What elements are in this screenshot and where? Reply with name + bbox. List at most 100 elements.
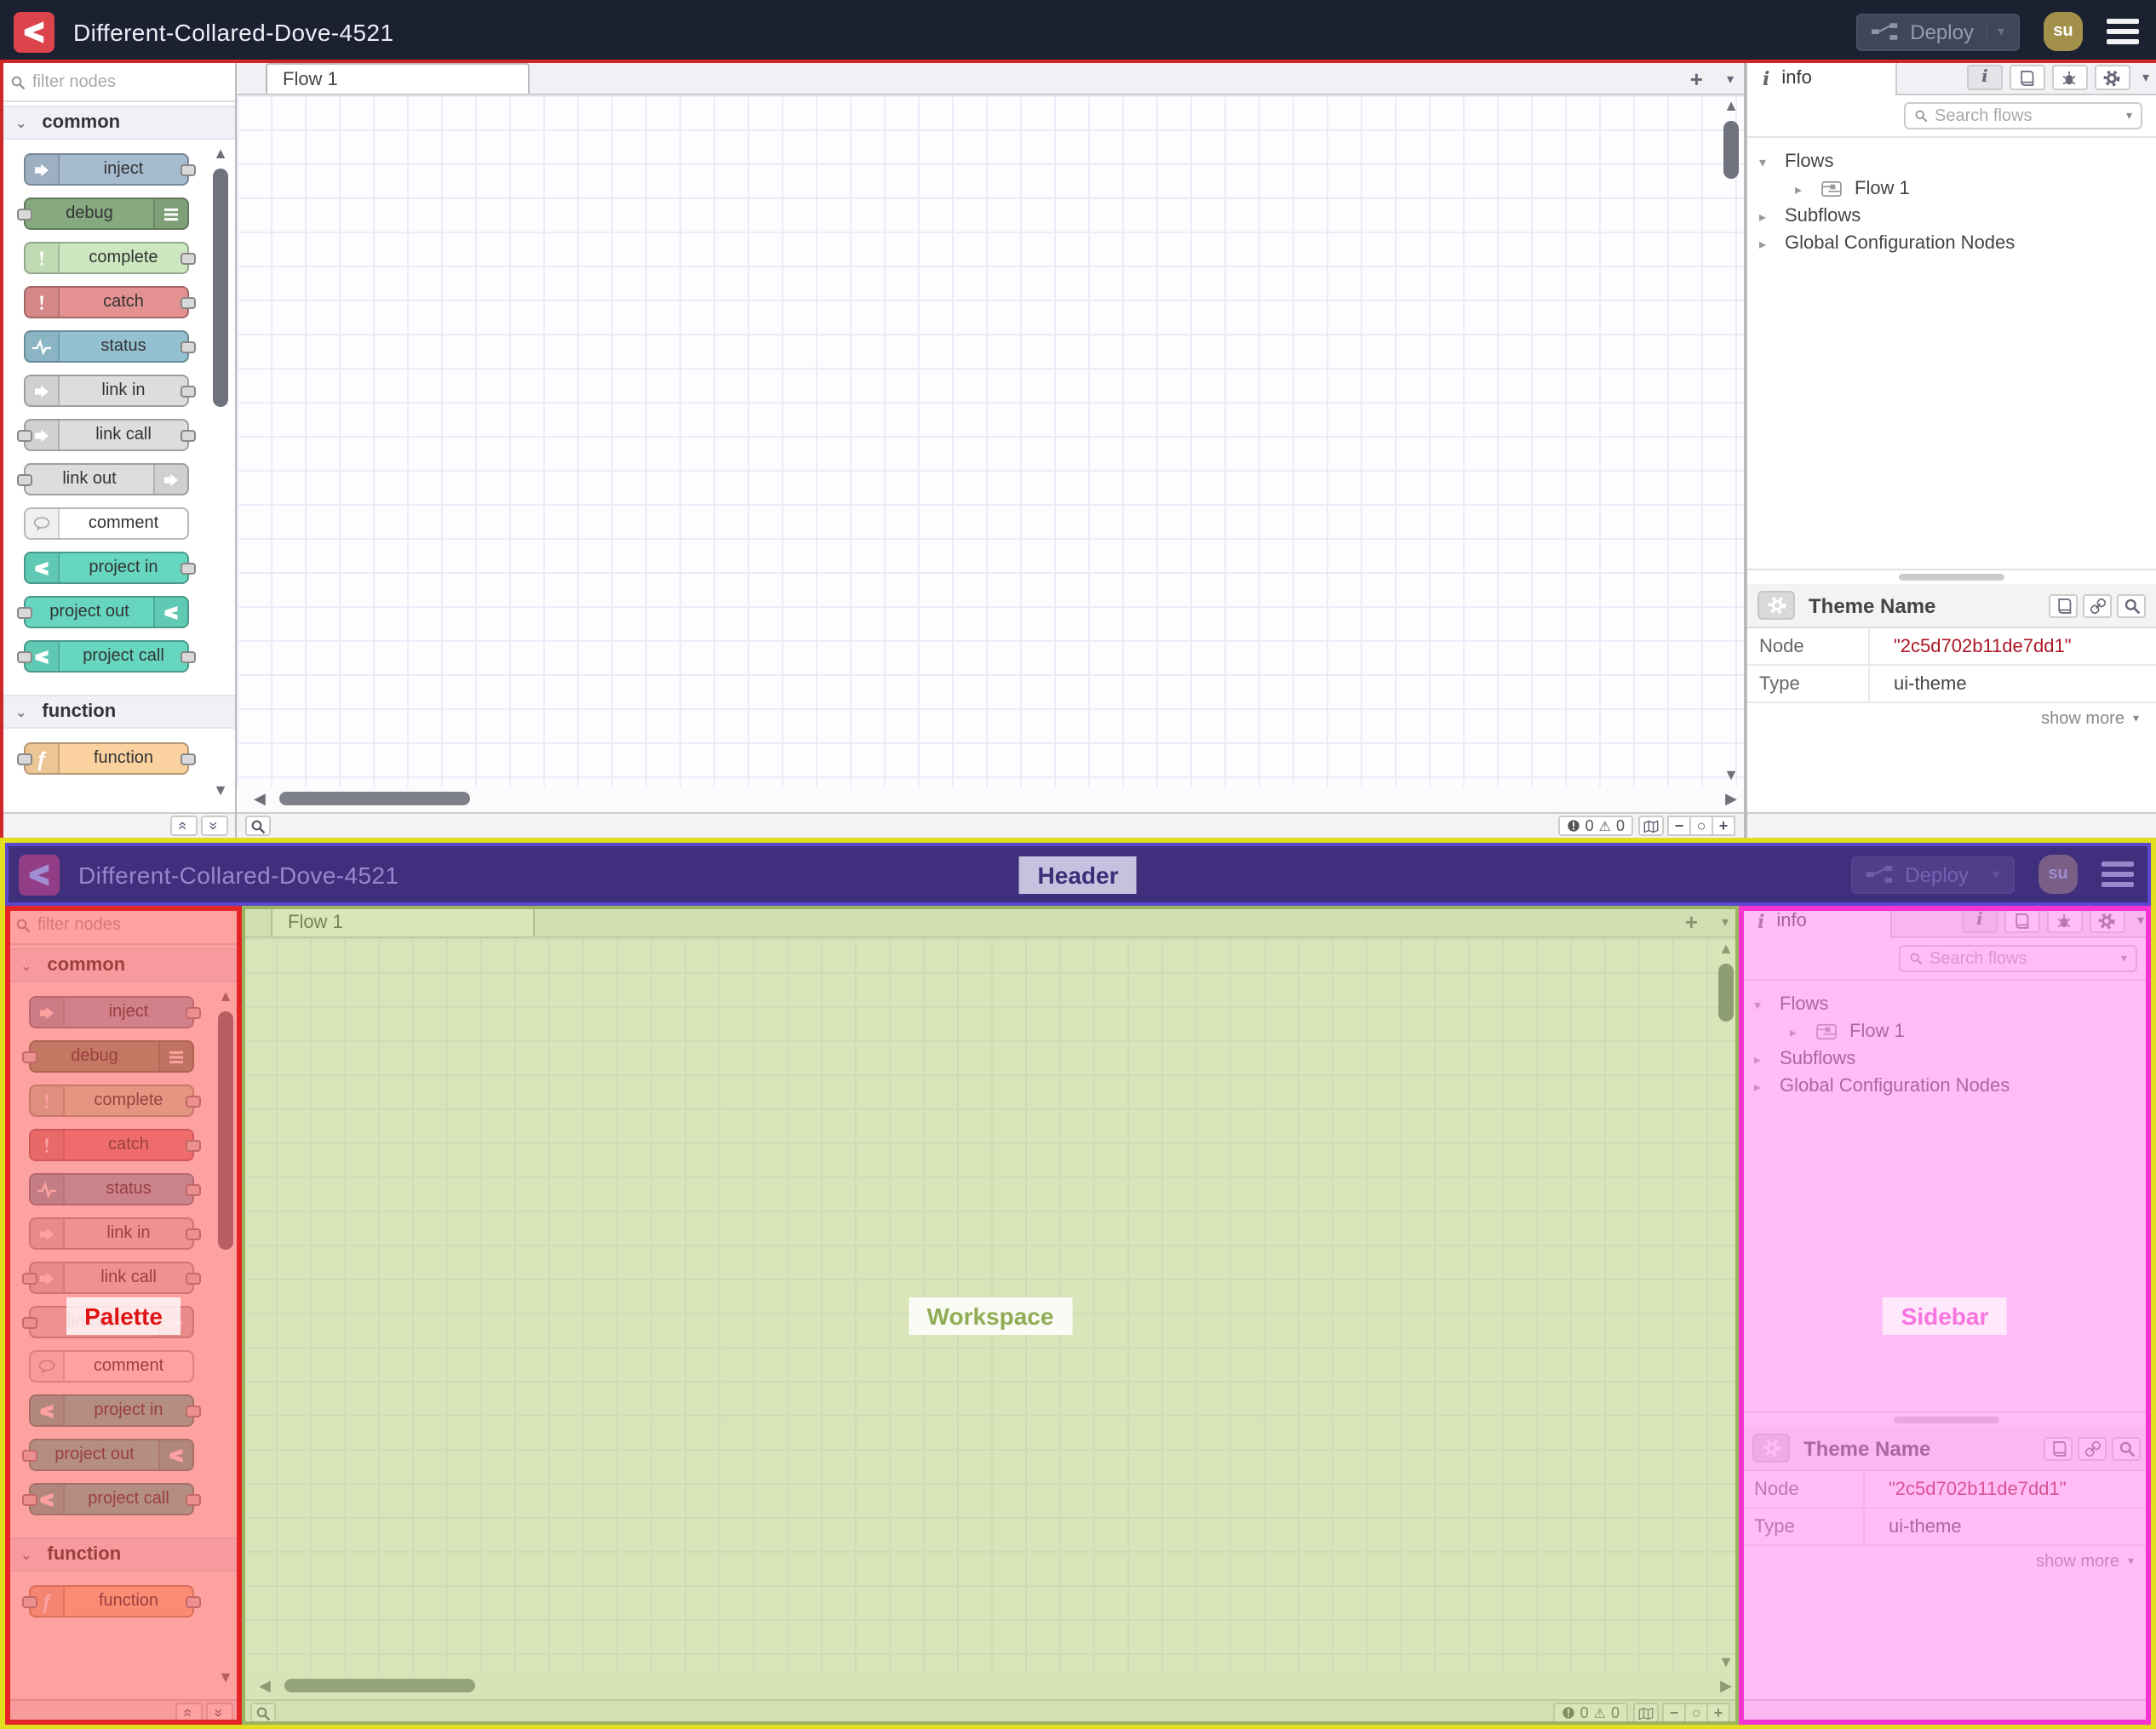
expand-all-button[interactable]: »: [201, 816, 228, 836]
chevron-right-icon[interactable]: ▸: [1759, 236, 1767, 251]
tree-item-flow-1[interactable]: ▸ Flow 1: [1747, 175, 2156, 203]
canvas-horizontal-scrollbar[interactable]: ◀ ▶: [242, 1674, 1739, 1699]
node-port-right[interactable]: [181, 753, 196, 764]
tree-item-subflows[interactable]: ▸ Subflows: [1747, 203, 2156, 230]
scroll-right-icon[interactable]: ▶: [1725, 790, 1737, 807]
node-port-right[interactable]: [181, 296, 196, 308]
zoom-out-button[interactable]: −: [1667, 816, 1691, 836]
deploy-options-chevron-icon[interactable]: ▾: [1985, 24, 2004, 39]
node-port-right[interactable]: [181, 650, 196, 662]
scroll-down-icon[interactable]: ▼: [1723, 766, 1739, 783]
sidebar-config-tab-button[interactable]: [2094, 65, 2130, 90]
main-menu-button[interactable]: [2107, 19, 2139, 44]
palette-node-link-out[interactable]: link out: [17, 463, 189, 495]
palette-node-link-call[interactable]: link call: [17, 419, 196, 451]
node-port-left[interactable]: [17, 473, 32, 485]
palette-node-status[interactable]: status: [24, 330, 196, 363]
scroll-up-icon[interactable]: ▲: [1718, 940, 1734, 957]
node-port-right[interactable]: [181, 429, 196, 441]
search-flows-button[interactable]: [245, 816, 271, 836]
sidebar: i info i: [1744, 62, 2156, 838]
canvas-hscroll-thumb[interactable]: [279, 792, 470, 805]
palette-node-catch[interactable]: catch: [24, 286, 196, 318]
scroll-left-icon[interactable]: ◀: [254, 790, 266, 807]
collapse-all-button[interactable]: «: [170, 816, 198, 836]
node-port-right[interactable]: [181, 163, 196, 175]
node-port-right[interactable]: [181, 562, 196, 574]
search-options-chevron-icon[interactable]: ▾: [2125, 111, 2132, 123]
palette-node-function[interactable]: ƒ function: [17, 742, 196, 775]
node-port-right[interactable]: [181, 385, 196, 397]
canvas-vscroll-thumb[interactable]: [1718, 964, 1734, 1022]
tree-item-flows[interactable]: ▾ Flows: [1747, 148, 2156, 175]
palette-node-debug[interactable]: debug: [17, 198, 189, 230]
search-flows-box[interactable]: ▾: [1904, 102, 2142, 129]
sidebar-splitter[interactable]: [1747, 569, 2156, 584]
node-port-left[interactable]: [17, 208, 32, 220]
palette-node-comment[interactable]: comment: [24, 507, 189, 540]
node-config-button[interactable]: [1757, 591, 1795, 620]
zoom-in-button[interactable]: +: [1712, 816, 1735, 836]
node-link-button[interactable]: [2083, 593, 2112, 617]
notification-counts[interactable]: 0 ⚠ 0: [1557, 816, 1633, 836]
sidebar-more-tabs-chevron-icon[interactable]: ▾: [2142, 70, 2149, 85]
tree-item-global-config[interactable]: ▸ Global Configuration Nodes: [1747, 230, 2156, 257]
chevron-right-icon[interactable]: ▸: [1795, 181, 1803, 197]
node-search-button[interactable]: [2117, 593, 2146, 617]
user-avatar[interactable]: su: [2044, 12, 2083, 51]
sidebar-tab-bar: i info i: [1747, 62, 2156, 95]
canvas-vertical-scrollbar[interactable]: ▲ ▼: [1722, 97, 1740, 783]
palette-node-project-out[interactable]: project out: [17, 596, 189, 628]
palette-category-header[interactable]: ⌄ function: [0, 695, 235, 729]
palette-category-header[interactable]: ⌄ common: [0, 106, 235, 140]
flow-list-chevron-icon[interactable]: ▾: [1721, 913, 1729, 929]
node-port-left[interactable]: [17, 753, 32, 764]
sidebar-help-tab-button[interactable]: [2009, 65, 2045, 90]
error-count-icon: [1562, 1707, 1574, 1719]
palette-filter-input[interactable]: [32, 72, 225, 91]
notification-counts[interactable]: 0 ⚠ 0: [1552, 1703, 1628, 1723]
canvas-horizontal-scrollbar[interactable]: ◀ ▶: [237, 787, 1744, 812]
chevron-right-icon[interactable]: ▸: [1759, 209, 1767, 224]
tab-flow-1[interactable]: Flow 1: [266, 63, 530, 94]
canvas-vscroll-thumb[interactable]: [1723, 121, 1739, 179]
scroll-down-icon[interactable]: ▼: [213, 781, 228, 799]
scroll-left-icon[interactable]: ◀: [259, 1677, 271, 1694]
chevron-down-icon[interactable]: ▾: [1759, 154, 1767, 169]
search-flows-input[interactable]: [1935, 106, 2119, 125]
node-port-left[interactable]: [17, 429, 32, 441]
canvas-vertical-scrollbar[interactable]: ▲ ▼: [1717, 940, 1735, 1670]
node-port-right[interactable]: [181, 341, 196, 352]
palette-node-inject[interactable]: inject: [24, 153, 196, 186]
deploy-button[interactable]: Deploy ▾: [1855, 13, 2020, 50]
palette-node-link-in[interactable]: link in: [24, 375, 196, 407]
palette-scrollbar[interactable]: ▲ ▼: [211, 146, 230, 799]
navigator-button[interactable]: [1638, 816, 1664, 836]
error-count-icon: [1567, 820, 1580, 832]
zoom-reset-button[interactable]: ○: [1689, 816, 1713, 836]
show-more-link[interactable]: show more ▾: [2041, 709, 2139, 728]
scroll-down-icon[interactable]: ▼: [1718, 1653, 1734, 1670]
search-flows-button[interactable]: [250, 1703, 276, 1723]
scroll-up-icon[interactable]: ▲: [213, 145, 228, 162]
canvas-hscroll-thumb[interactable]: [284, 1679, 475, 1692]
flow-list-chevron-icon[interactable]: ▾: [1726, 71, 1734, 86]
add-flow-button[interactable]: +: [1684, 908, 1698, 934]
zoom-out-button[interactable]: −: [1662, 1703, 1686, 1723]
palette-node-project-call[interactable]: project call: [17, 640, 196, 673]
node-help-button[interactable]: [2049, 593, 2078, 617]
navigator-button[interactable]: [1633, 1703, 1659, 1723]
scroll-right-icon[interactable]: ▶: [1720, 1677, 1732, 1694]
scroll-up-icon[interactable]: ▲: [1723, 97, 1739, 114]
flow-canvas[interactable]: ▲ ▼: [237, 95, 1744, 787]
add-flow-button[interactable]: +: [1689, 66, 1703, 91]
sidebar-info-tab-button[interactable]: i: [1966, 65, 2003, 90]
sidebar-debug-tab-button[interactable]: [2051, 65, 2088, 90]
tab-info[interactable]: i info: [1747, 62, 1897, 94]
palette-node-complete[interactable]: complete: [24, 242, 196, 274]
node-port-left[interactable]: [17, 606, 32, 618]
palette-scrollbar-thumb[interactable]: [213, 169, 228, 407]
node-port-right[interactable]: [181, 252, 196, 264]
palette-node-project-in[interactable]: project in: [24, 552, 196, 584]
node-port-left[interactable]: [17, 650, 32, 662]
